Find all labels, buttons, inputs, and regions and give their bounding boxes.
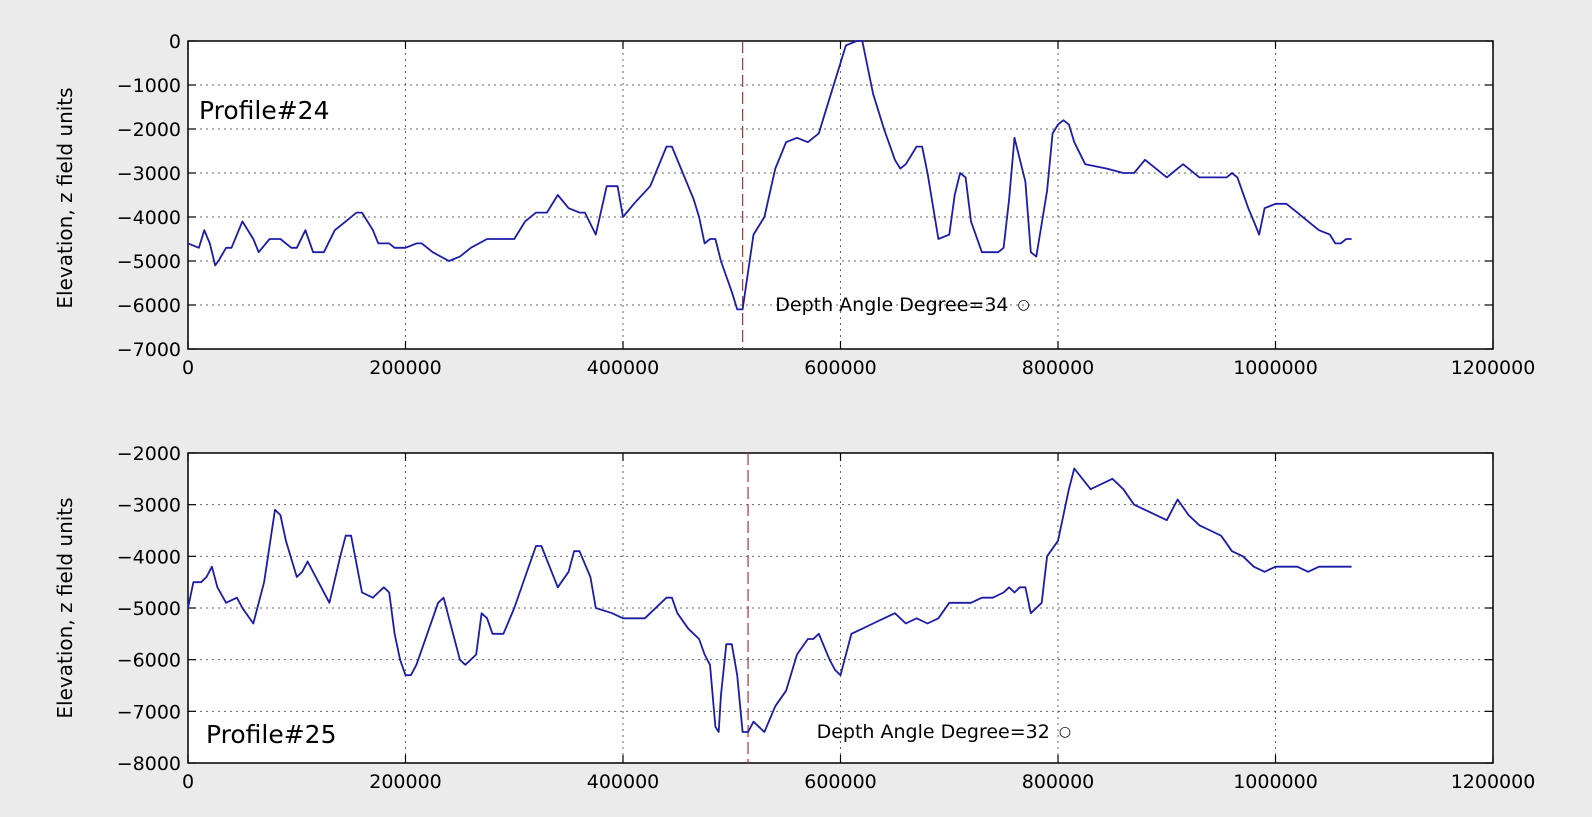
y-axis-title: Elevation, z field units <box>53 87 77 308</box>
y-axis: 0 −1000 −2000 −3000 −4000 −5000 −6000 −7000 <box>117 31 1493 361</box>
x-tick-label: 0 <box>182 771 194 793</box>
x-tick-label: 200000 <box>369 771 442 793</box>
x-tick-label: 1200000 <box>1451 357 1536 379</box>
y-tick-label: −6000 <box>117 650 181 672</box>
x-tick-label: 0 <box>182 357 194 379</box>
y-tick-label: −8000 <box>117 753 181 775</box>
y-tick-label: −1000 <box>117 75 181 97</box>
y-tick-label: −2000 <box>117 443 181 465</box>
y-tick-label: −2000 <box>117 119 181 141</box>
x-tick-label: 600000 <box>804 771 877 793</box>
y-tick-label: 0 <box>169 31 181 53</box>
y-tick-label: −3000 <box>117 163 181 185</box>
chart-profile-25: 0 200000 400000 600000 800000 1000000 1200000 … <box>53 443 1535 793</box>
grid <box>188 41 1493 349</box>
x-tick-label: 1200000 <box>1451 771 1536 793</box>
x-tick-label: 400000 <box>587 771 660 793</box>
plot-area <box>187 452 1494 764</box>
y-axis: −2000 −3000 −4000 −5000 −6000 −7000 −8000 <box>117 443 1493 775</box>
x-tick-label: 200000 <box>369 357 442 379</box>
y-tick-label: −5000 <box>117 251 181 273</box>
y-tick-label: −6000 <box>117 295 181 317</box>
degree-symbol: ○ <box>1059 724 1071 740</box>
degree-symbol: ○ <box>1018 297 1030 313</box>
profile-label: Profile#24 <box>199 96 330 125</box>
x-tick-label: 800000 <box>1022 357 1095 379</box>
elevation-line <box>187 467 1352 733</box>
depth-angle-text: Depth Angle Degree=34 <box>775 294 1008 316</box>
y-tick-label: −3000 <box>117 495 181 517</box>
y-tick-label: −7000 <box>117 701 181 723</box>
plot-area <box>187 40 1494 350</box>
x-tick-label: 800000 <box>1022 771 1095 793</box>
x-tick-label: 400000 <box>587 357 660 379</box>
profile-label: Profile#25 <box>206 720 337 749</box>
x-axis: 0 200000 400000 600000 800000 1000000 1200000 <box>182 41 1535 379</box>
x-tick-label: 600000 <box>804 357 877 379</box>
x-tick-label: 1000000 <box>1233 771 1318 793</box>
grid <box>188 453 1493 763</box>
y-tick-label: −4000 <box>117 207 181 229</box>
elevation-line <box>187 40 1352 311</box>
depth-angle-annotation: Depth Angle Degree=34 ○ <box>775 294 1030 316</box>
chart-profile-24: 0 200000 400000 600000 800000 1000000 1200000 … <box>53 31 1535 379</box>
y-tick-label: −4000 <box>117 546 181 568</box>
y-tick-label: −7000 <box>117 339 181 361</box>
y-axis-title: Elevation, z field units <box>53 497 77 718</box>
x-axis: 0 200000 400000 600000 800000 1000000 1200000 <box>182 453 1535 793</box>
x-tick-label: 1000000 <box>1233 357 1318 379</box>
depth-angle-annotation: Depth Angle Degree=32 ○ <box>817 721 1071 743</box>
depth-angle-text: Depth Angle Degree=32 <box>817 721 1050 743</box>
y-tick-label: −5000 <box>117 598 181 620</box>
